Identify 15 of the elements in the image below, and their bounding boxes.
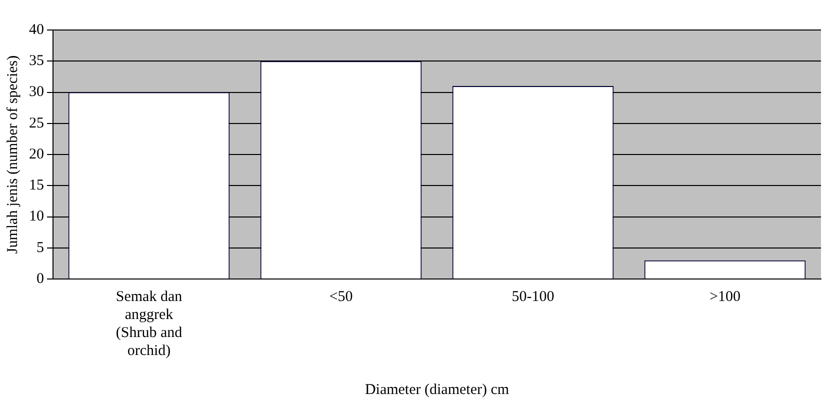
y-tick-label: 30	[29, 84, 44, 100]
y-tick-label: 10	[29, 208, 44, 225]
y-tick-label: 5	[36, 240, 44, 256]
x-tick-label: <50	[329, 288, 353, 305]
y-tick-label: 15	[29, 178, 44, 194]
x-tick-label: Semak dan anggrek (Shrub and orchid)	[116, 288, 183, 359]
x-tick-label: >100	[710, 288, 740, 305]
x-tick-label: 50-100	[512, 288, 554, 305]
y-tick-label: 40	[29, 22, 44, 38]
y-axis-title: Jumlah jenis (number of species)	[4, 55, 21, 254]
y-tick-label: 25	[29, 115, 44, 132]
y-tick-label: 20	[29, 146, 44, 162]
y-tick-label: 35	[29, 53, 44, 70]
x-axis-title: Diameter (diameter) cm	[364, 382, 510, 398]
y-tick-label: 0	[36, 270, 44, 287]
